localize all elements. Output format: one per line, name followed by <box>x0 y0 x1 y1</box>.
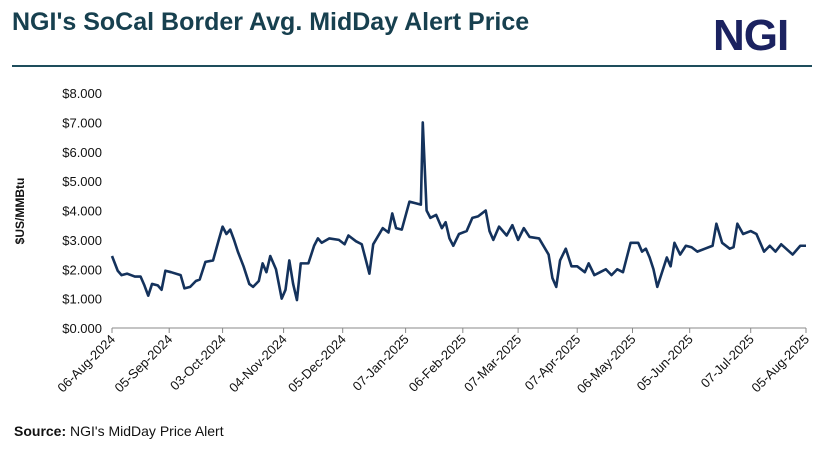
price-line <box>110 121 806 302</box>
y-tick-label: $5.000 <box>62 174 102 189</box>
x-tick-label: 05-Sep-2024 <box>112 332 176 396</box>
x-tick-label: 05-Jun-2025 <box>634 332 696 394</box>
y-tick-label: $2.000 <box>62 262 102 277</box>
chart-title: NGI's SoCal Border Avg. MidDay Alert Pri… <box>12 8 529 36</box>
x-tick-label: 04-Nov-2024 <box>226 332 290 396</box>
x-tick-label: 07-Apr-2025 <box>522 332 584 394</box>
x-tick-label: 06-May-2025 <box>574 332 639 397</box>
x-tick-label: 07-Mar-2025 <box>461 332 524 395</box>
y-tick-label: $6.000 <box>62 145 102 160</box>
x-tick-label: 05-Dec-2024 <box>285 332 349 396</box>
y-axis-title: $US/MMBtu <box>13 178 27 245</box>
x-tick-label: 07-Jan-2025 <box>350 332 412 394</box>
y-tick-label: $0.000 <box>62 321 102 336</box>
y-tick-label: $3.000 <box>62 233 102 248</box>
x-tick-label: 06-Aug-2024 <box>54 332 118 396</box>
x-tick-label: 05-Aug-2025 <box>748 332 812 396</box>
y-tick-label: $7.000 <box>62 115 102 130</box>
y-tick-label: $8.000 <box>62 86 102 101</box>
source-text: NGI's MidDay Price Alert <box>70 423 224 439</box>
y-tick-label: $4.000 <box>62 204 102 219</box>
x-tick-label: 06-Feb-2025 <box>406 332 469 395</box>
y-tick-label: $1.000 <box>62 292 102 307</box>
source: Source: NGI's MidDay Price Alert <box>14 423 224 439</box>
logo: NGI <box>713 11 788 60</box>
x-tick-label: 03-Oct-2024 <box>167 332 229 394</box>
source-label: Source: <box>14 423 66 439</box>
x-tick-label: 07-Jul-2025 <box>698 332 757 391</box>
